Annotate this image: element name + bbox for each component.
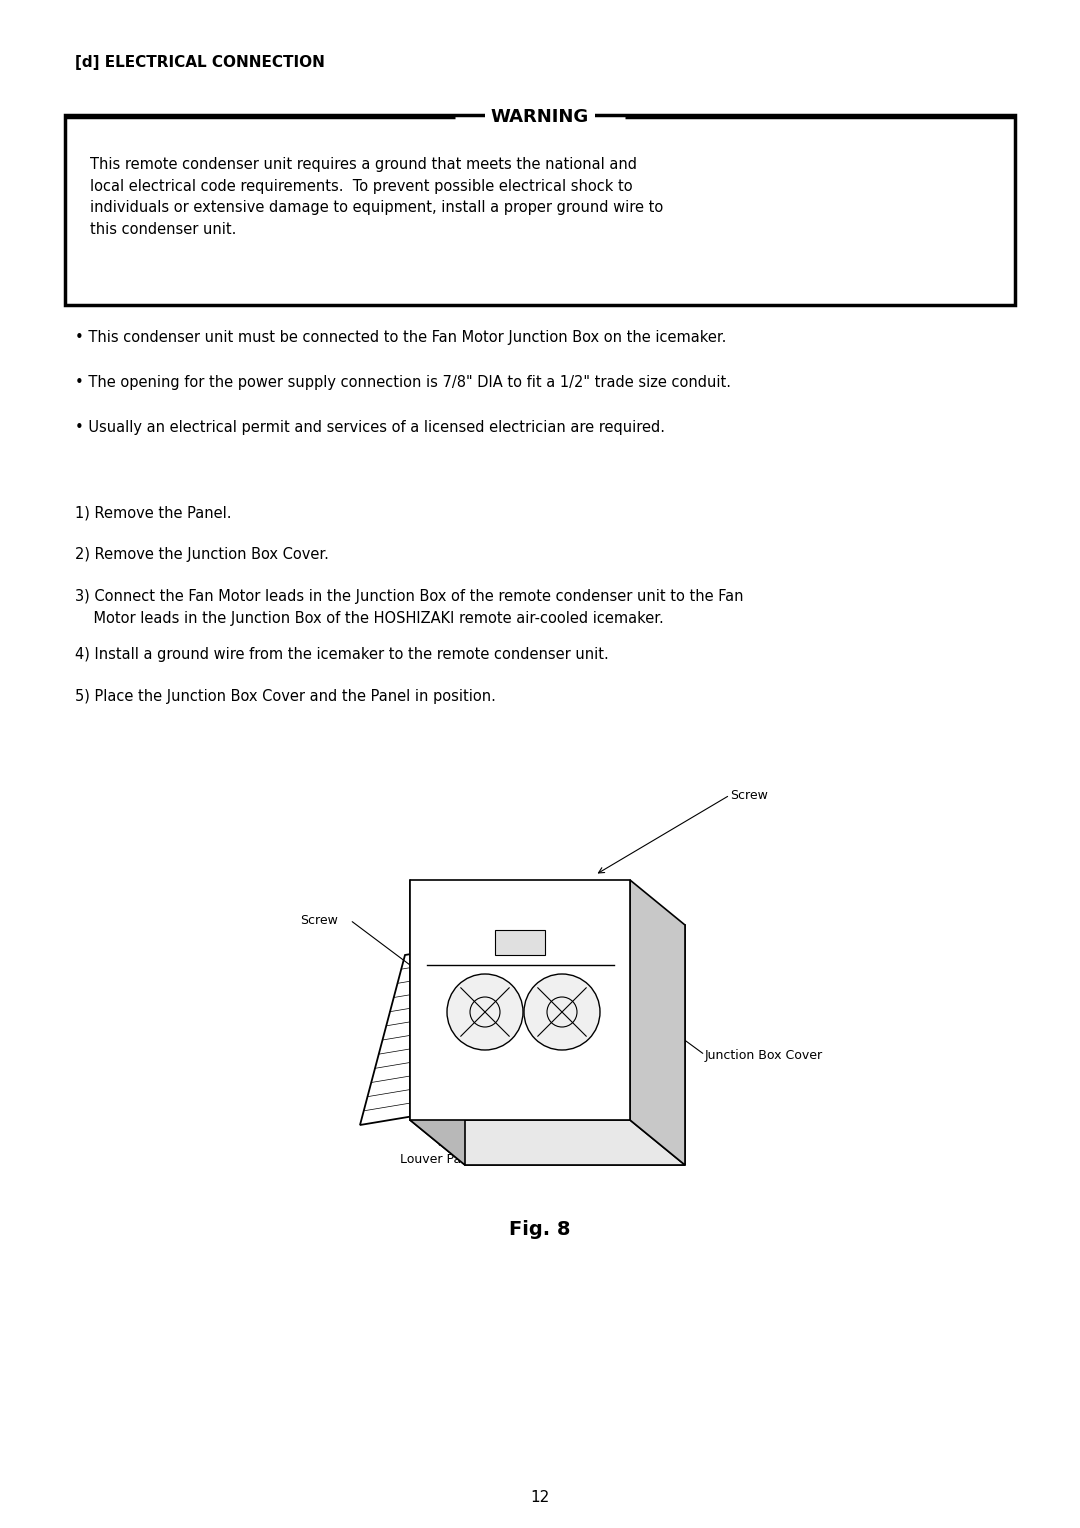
Text: 4) Install a ground wire from the icemaker to the remote condenser unit.: 4) Install a ground wire from the icemak… — [75, 646, 609, 662]
Polygon shape — [360, 920, 615, 1125]
Text: 2) Remove the Junction Box Cover.: 2) Remove the Junction Box Cover. — [75, 547, 329, 562]
Polygon shape — [495, 931, 545, 955]
Text: Junction Box Cover: Junction Box Cover — [705, 1048, 823, 1062]
Circle shape — [447, 973, 523, 1050]
Text: 12: 12 — [530, 1490, 550, 1505]
Text: Screw: Screw — [300, 914, 338, 926]
Bar — [65, 115, 1015, 306]
Circle shape — [524, 973, 600, 1050]
Text: [d] ELECTRICAL CONNECTION: [d] ELECTRICAL CONNECTION — [75, 55, 325, 70]
Polygon shape — [465, 924, 685, 1164]
Text: WARNING: WARNING — [491, 108, 589, 125]
Polygon shape — [410, 880, 465, 1164]
Text: Fig. 8: Fig. 8 — [510, 1219, 570, 1239]
Text: 5) Place the Junction Box Cover and the Panel in position.: 5) Place the Junction Box Cover and the … — [75, 689, 496, 704]
Text: • This condenser unit must be connected to the Fan Motor Junction Box on the ice: • This condenser unit must be connected … — [75, 330, 727, 345]
Polygon shape — [630, 880, 685, 1164]
Text: 1) Remove the Panel.: 1) Remove the Panel. — [75, 504, 231, 520]
Text: 3) Connect the Fan Motor leads in the Junction Box of the remote condenser unit : 3) Connect the Fan Motor leads in the Ju… — [75, 588, 743, 625]
Text: This remote condenser unit requires a ground that meets the national and
local e: This remote condenser unit requires a gr… — [90, 157, 663, 237]
Polygon shape — [410, 880, 630, 1120]
Text: Louver Panel: Louver Panel — [400, 1154, 481, 1166]
Text: • Usually an electrical permit and services of a licensed electrician are requir: • Usually an electrical permit and servi… — [75, 420, 665, 435]
Polygon shape — [410, 1120, 685, 1164]
Text: Screw: Screw — [730, 788, 768, 802]
Text: • The opening for the power supply connection is 7/8" DIA to fit a 1/2" trade si: • The opening for the power supply conne… — [75, 374, 731, 390]
